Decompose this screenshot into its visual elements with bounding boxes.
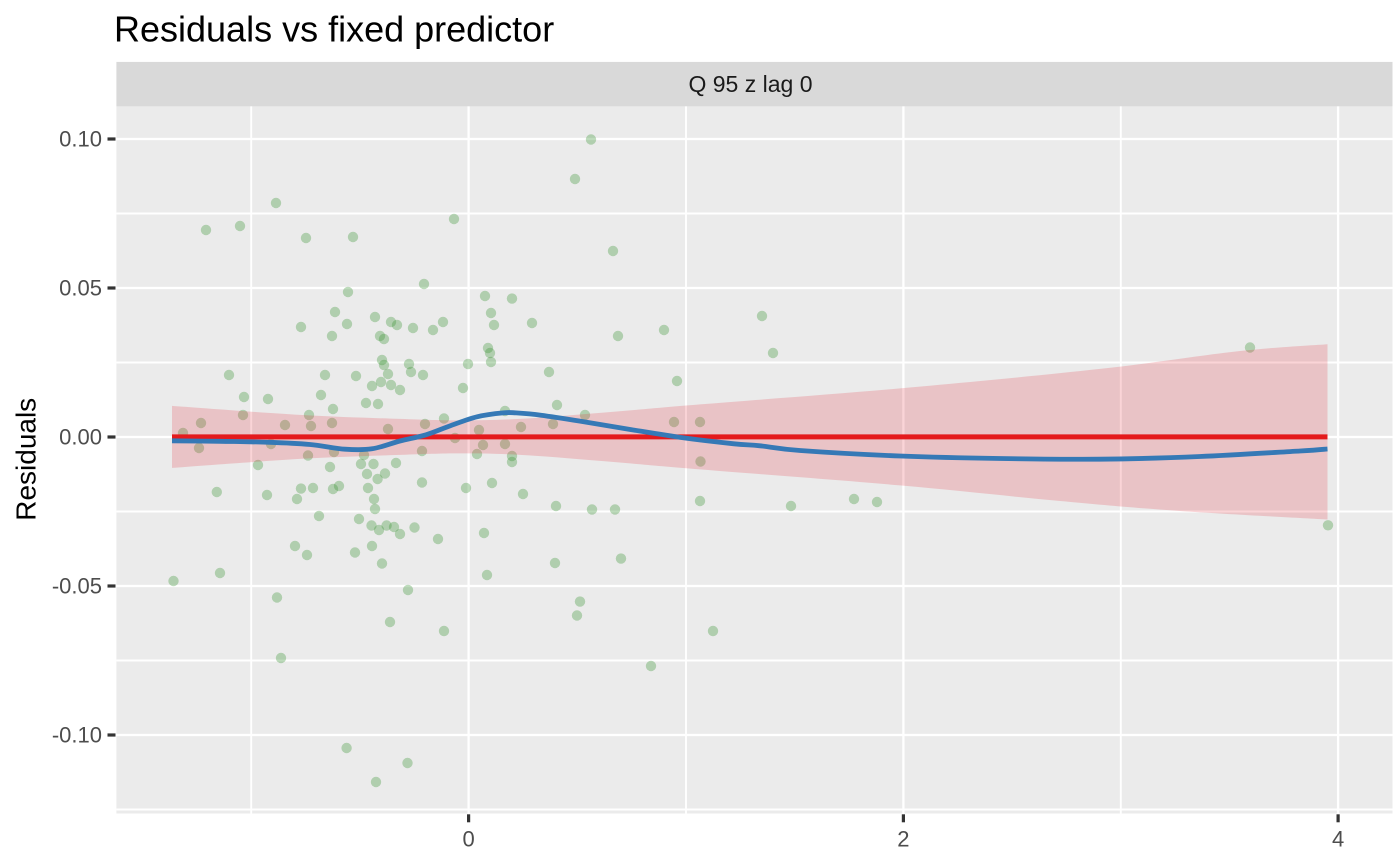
svg-text:-0.10: -0.10: [52, 723, 102, 748]
svg-text:0: 0: [462, 827, 474, 852]
svg-text:0.05: 0.05: [59, 276, 102, 301]
svg-text:2: 2: [897, 827, 909, 852]
svg-text:Q 95 z lag 0: Q 95 z lag 0: [688, 71, 812, 97]
svg-text:4: 4: [1332, 827, 1344, 852]
svg-text:0.10: 0.10: [59, 127, 102, 152]
svg-text:Residuals vs fixed predictor: Residuals vs fixed predictor: [114, 8, 554, 49]
svg-text:Residuals: Residuals: [11, 398, 42, 521]
svg-text:0.00: 0.00: [59, 425, 102, 450]
svg-text:-0.05: -0.05: [52, 574, 102, 599]
